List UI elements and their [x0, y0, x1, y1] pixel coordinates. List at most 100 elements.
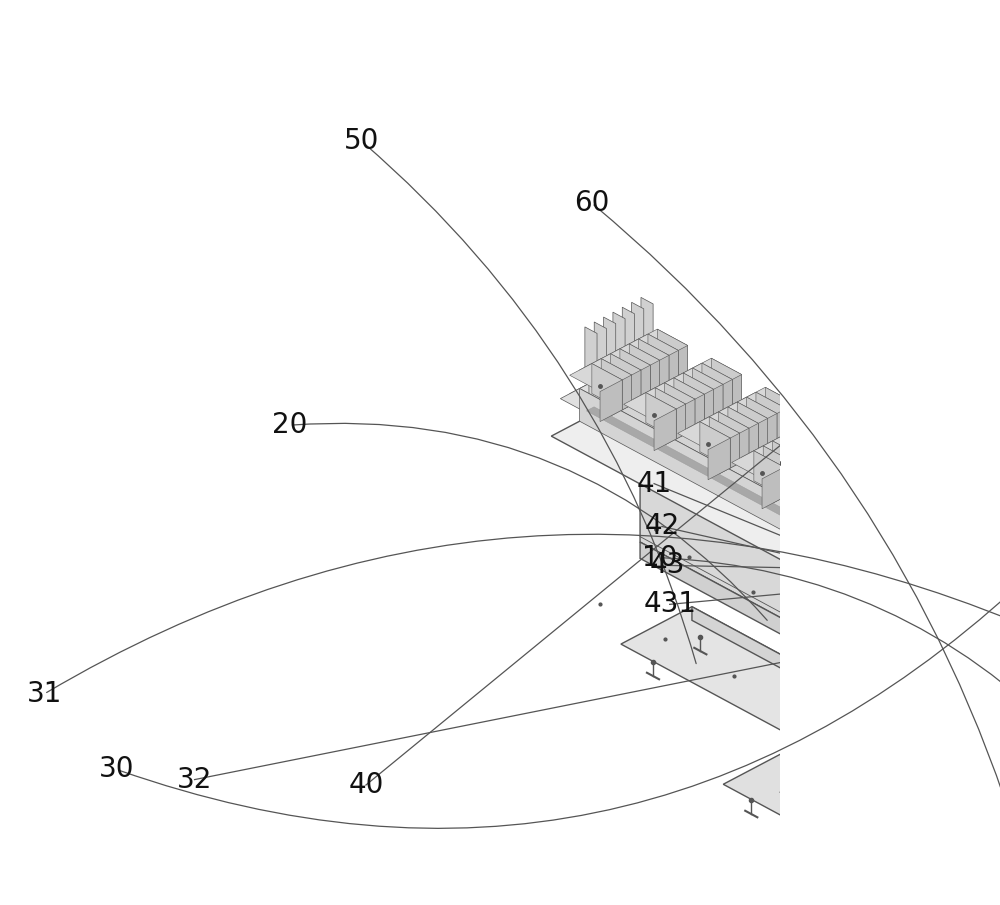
Polygon shape: [988, 599, 1000, 655]
Polygon shape: [827, 470, 857, 517]
Polygon shape: [870, 525, 892, 567]
Polygon shape: [855, 455, 885, 501]
Polygon shape: [607, 364, 1000, 592]
Polygon shape: [624, 393, 676, 421]
Polygon shape: [747, 397, 777, 443]
Polygon shape: [879, 520, 902, 562]
Polygon shape: [632, 302, 644, 363]
Polygon shape: [999, 530, 1000, 595]
Polygon shape: [611, 354, 641, 400]
Polygon shape: [551, 389, 1000, 654]
Polygon shape: [889, 516, 911, 557]
Polygon shape: [641, 298, 653, 358]
Polygon shape: [663, 404, 686, 446]
Polygon shape: [849, 504, 902, 532]
Polygon shape: [927, 474, 958, 521]
Polygon shape: [926, 496, 948, 538]
Text: 41: 41: [636, 470, 672, 498]
Polygon shape: [750, 441, 803, 469]
Polygon shape: [604, 317, 616, 378]
Polygon shape: [801, 426, 831, 472]
Polygon shape: [781, 457, 803, 499]
Polygon shape: [598, 348, 650, 376]
Polygon shape: [771, 462, 794, 504]
Polygon shape: [619, 370, 641, 412]
Polygon shape: [982, 594, 1000, 625]
Polygon shape: [916, 538, 946, 585]
Polygon shape: [965, 606, 985, 650]
Polygon shape: [991, 588, 1000, 621]
Polygon shape: [585, 327, 597, 388]
Polygon shape: [628, 365, 650, 407]
Polygon shape: [589, 384, 994, 634]
Polygon shape: [960, 656, 1000, 872]
Polygon shape: [989, 520, 1000, 562]
Polygon shape: [737, 402, 768, 448]
Polygon shape: [647, 356, 669, 397]
Polygon shape: [816, 496, 838, 538]
Polygon shape: [925, 533, 956, 579]
Polygon shape: [756, 392, 786, 439]
Polygon shape: [723, 753, 884, 839]
Polygon shape: [588, 354, 641, 382]
Polygon shape: [661, 373, 714, 401]
Polygon shape: [797, 416, 850, 444]
Polygon shape: [788, 421, 840, 449]
Polygon shape: [961, 550, 981, 614]
Polygon shape: [689, 358, 742, 386]
Polygon shape: [724, 397, 777, 425]
Polygon shape: [853, 477, 876, 519]
Polygon shape: [652, 372, 1000, 573]
Polygon shape: [872, 467, 894, 509]
Polygon shape: [680, 363, 732, 391]
Polygon shape: [943, 545, 965, 586]
Polygon shape: [715, 402, 768, 430]
Polygon shape: [626, 354, 1000, 582]
Polygon shape: [844, 727, 915, 777]
Polygon shape: [701, 385, 723, 426]
Polygon shape: [817, 475, 848, 521]
Polygon shape: [645, 354, 1000, 605]
Polygon shape: [719, 412, 749, 458]
Polygon shape: [953, 519, 984, 565]
Polygon shape: [840, 509, 892, 537]
Polygon shape: [665, 346, 688, 387]
Polygon shape: [648, 334, 678, 380]
Polygon shape: [881, 462, 904, 503]
Text: 60: 60: [574, 189, 609, 217]
Polygon shape: [823, 460, 876, 488]
Polygon shape: [931, 519, 984, 547]
Polygon shape: [890, 494, 920, 540]
Polygon shape: [693, 368, 723, 414]
Text: 40: 40: [348, 771, 384, 799]
Polygon shape: [696, 412, 749, 440]
Polygon shape: [755, 414, 777, 455]
Polygon shape: [734, 392, 786, 420]
Polygon shape: [607, 344, 660, 372]
Polygon shape: [727, 428, 749, 470]
Polygon shape: [952, 539, 974, 581]
Polygon shape: [592, 364, 622, 410]
Polygon shape: [825, 491, 848, 533]
Polygon shape: [894, 538, 946, 566]
Polygon shape: [773, 441, 803, 487]
Polygon shape: [626, 334, 678, 362]
Polygon shape: [844, 481, 866, 523]
Polygon shape: [972, 509, 1000, 555]
Text: 10: 10: [642, 544, 677, 572]
Polygon shape: [728, 407, 758, 453]
Polygon shape: [886, 484, 939, 512]
Polygon shape: [640, 389, 1000, 760]
Polygon shape: [898, 510, 920, 552]
Polygon shape: [646, 393, 676, 439]
Polygon shape: [620, 348, 650, 395]
Polygon shape: [782, 753, 884, 821]
Polygon shape: [868, 494, 920, 522]
Polygon shape: [877, 490, 930, 518]
Polygon shape: [795, 475, 848, 503]
Polygon shape: [982, 594, 1000, 621]
Polygon shape: [935, 491, 958, 532]
Polygon shape: [665, 383, 695, 429]
Polygon shape: [932, 783, 1000, 905]
Polygon shape: [899, 490, 930, 536]
